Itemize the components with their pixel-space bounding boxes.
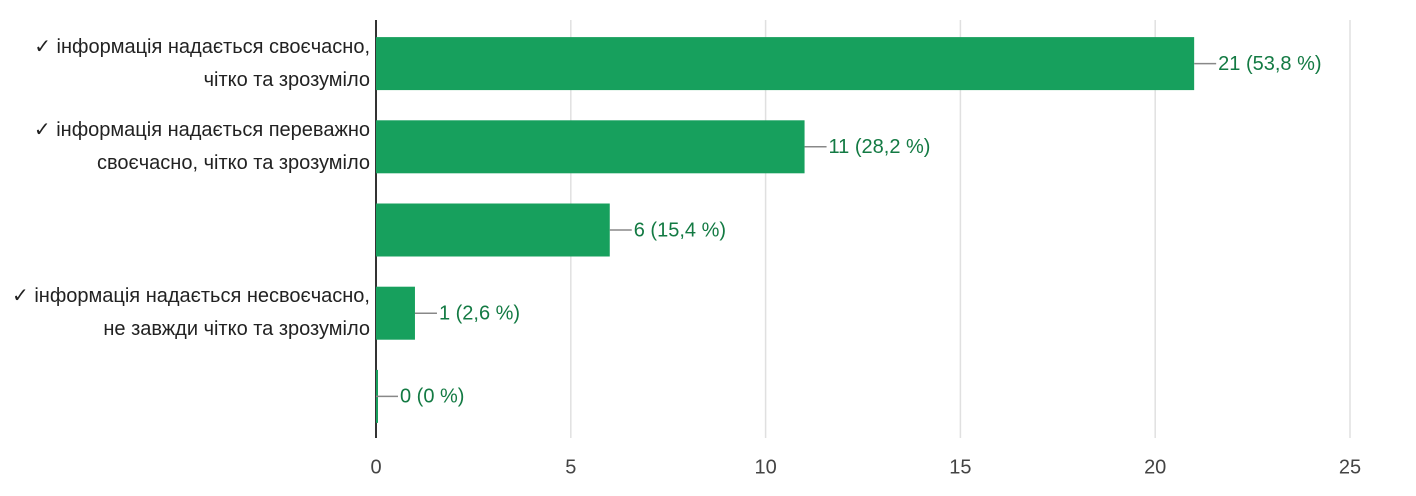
bar bbox=[376, 203, 610, 257]
value-label: 21 (53,8 %) bbox=[1218, 53, 1321, 75]
x-tick-label: 15 bbox=[949, 456, 971, 478]
y-tick-label: ✓ інформація надається несвоєчасно, не з… bbox=[12, 285, 370, 341]
y-tick-label: ✓ інформація надається переважно своєчас… bbox=[33, 118, 370, 174]
bar bbox=[376, 286, 415, 340]
x-tick-label: 0 bbox=[370, 456, 381, 478]
bar bbox=[376, 37, 1195, 91]
value-label: 1 (2,6 %) bbox=[439, 302, 520, 324]
bar bbox=[376, 120, 805, 174]
x-tick-label: 10 bbox=[754, 456, 776, 478]
x-tick-label: 25 bbox=[1339, 456, 1361, 478]
y-tick-label: ✓ інформація надається своєчасно, чітко … bbox=[34, 35, 370, 91]
x-tick-label: 5 bbox=[565, 456, 576, 478]
value-label: 11 (28,2 %) bbox=[829, 136, 931, 158]
value-label: 6 (15,4 %) bbox=[634, 219, 726, 241]
value-label: 0 (0 %) bbox=[400, 386, 464, 408]
x-tick-label: 20 bbox=[1144, 456, 1166, 478]
